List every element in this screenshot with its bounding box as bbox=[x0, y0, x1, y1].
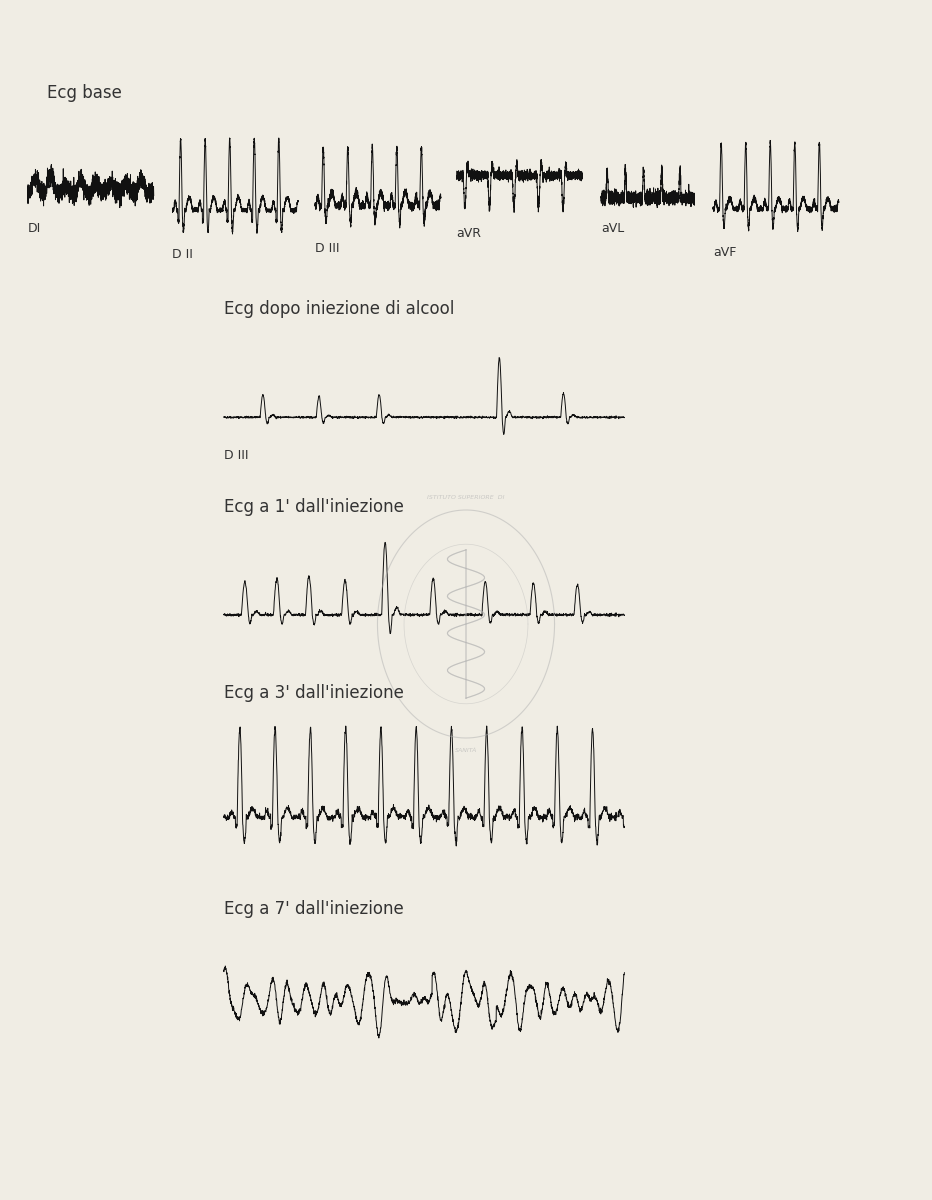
Text: Ecg base: Ecg base bbox=[47, 84, 121, 102]
Text: aVL: aVL bbox=[601, 222, 624, 235]
Text: ISTITUTO SUPERIORE  DI: ISTITUTO SUPERIORE DI bbox=[427, 496, 505, 500]
Text: Ecg a 3' dall'iniezione: Ecg a 3' dall'iniezione bbox=[224, 684, 404, 702]
Text: D II: D II bbox=[172, 248, 193, 262]
Text: Ecg a 7' dall'iniezione: Ecg a 7' dall'iniezione bbox=[224, 900, 404, 918]
Text: D III: D III bbox=[315, 242, 339, 256]
Text: SANITÀ: SANITÀ bbox=[455, 748, 477, 752]
Text: DI: DI bbox=[28, 222, 41, 235]
Text: aVF: aVF bbox=[713, 246, 736, 259]
Text: aVR: aVR bbox=[457, 227, 482, 240]
Text: Ecg dopo iniezione di alcool: Ecg dopo iniezione di alcool bbox=[224, 300, 454, 318]
Text: D III: D III bbox=[224, 449, 248, 462]
Text: Ecg a 1' dall'iniezione: Ecg a 1' dall'iniezione bbox=[224, 498, 404, 516]
